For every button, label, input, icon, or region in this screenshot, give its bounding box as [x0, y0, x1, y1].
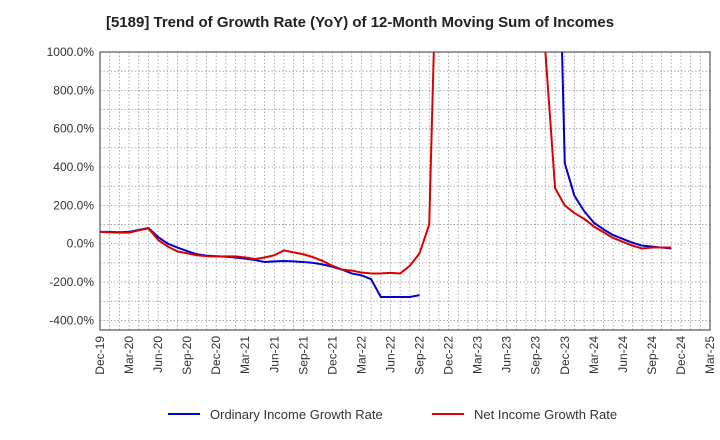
x-tick-label: Dec-19	[93, 336, 107, 375]
x-tick-label: Sep-22	[413, 336, 427, 375]
legend-label: Net Income Growth Rate	[474, 407, 617, 422]
x-tick-label: Sep-20	[180, 336, 194, 375]
x-tick-label: Mar-25	[703, 336, 717, 374]
chart-title: [5189] Trend of Growth Rate (YoY) of 12-…	[105, 14, 615, 31]
x-tick-label: Sep-24	[645, 336, 659, 375]
y-tick-label: -200.0%	[49, 275, 94, 289]
plot-frame	[99, 51, 711, 331]
x-tick-label: Jun-24	[616, 336, 630, 373]
legend-label: Ordinary Income Growth Rate	[210, 407, 383, 422]
x-tick-label: Sep-21	[296, 336, 310, 375]
x-tick-label: Jun-23	[500, 336, 514, 373]
x-tick-label: Mar-24	[587, 336, 601, 374]
y-tick-label: 400.0%	[53, 160, 94, 174]
x-tick-label: Mar-20	[122, 336, 136, 374]
x-tick-label: Sep-23	[529, 336, 543, 375]
x-tick-label: Dec-23	[558, 336, 572, 375]
x-tick-label: Dec-22	[442, 336, 456, 375]
y-tick-label: 800.0%	[53, 83, 94, 97]
x-tick-label: Dec-20	[209, 336, 223, 375]
x-tick-label: Mar-23	[471, 336, 485, 374]
x-tick-label: Dec-21	[325, 336, 339, 375]
x-tick-label: Jun-22	[383, 336, 397, 373]
y-tick-label: 600.0%	[53, 122, 94, 136]
x-tick-label: Jun-20	[151, 336, 165, 373]
y-tick-label: 0.0%	[67, 237, 95, 251]
x-tick-label: Jun-21	[267, 336, 281, 373]
y-tick-label: 200.0%	[53, 198, 94, 212]
y-tick-label: -400.0%	[49, 313, 94, 327]
x-tick-label: Mar-22	[354, 336, 368, 374]
plot-area	[100, 52, 710, 330]
x-tick-label: Mar-21	[238, 336, 252, 374]
y-tick-label: 1000.0%	[47, 45, 95, 59]
x-tick-label: Dec-24	[674, 336, 688, 375]
series-line-2	[100, 52, 672, 275]
